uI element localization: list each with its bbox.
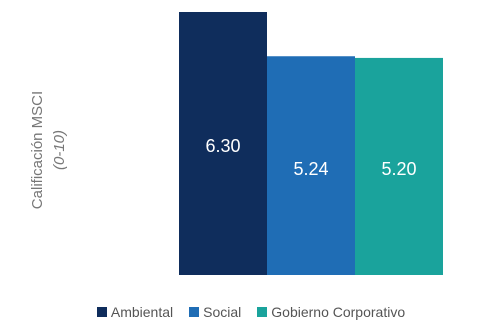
legend-label-social: Social [203, 304, 242, 320]
legend-label-gobierno: Gobierno Corporativo [271, 304, 406, 320]
legend-item-ambiental: Ambiental [96, 304, 174, 320]
legend-item-social: Social [189, 304, 241, 320]
legend: Ambiental Social Gobierno Corporativo [0, 304, 502, 320]
value-label-gobierno: 5.20 [381, 159, 416, 179]
bar-social [267, 56, 355, 275]
legend-label-ambiental: Ambiental [110, 304, 174, 320]
y-axis-label: Calificación MSCI [29, 91, 46, 209]
bars-layer [179, 12, 443, 275]
bar-ambiental [179, 12, 267, 275]
value-label-social: 5.24 [293, 159, 328, 179]
legend-item-gobierno: Gobierno Corporativo [257, 304, 405, 320]
value-labels-layer: 6.30 5.24 5.20 [205, 136, 416, 179]
y-axis-label-group: Calificación MSCI (0-10) [29, 91, 68, 209]
value-label-ambiental: 6.30 [205, 136, 240, 156]
bar-gobierno [355, 57, 443, 275]
legend-swatch-ambiental [96, 307, 107, 317]
legend-swatch-social [189, 307, 200, 317]
y-axis-sublabel: (0-10) [51, 130, 68, 170]
legend-swatch-gobierno [257, 307, 268, 317]
